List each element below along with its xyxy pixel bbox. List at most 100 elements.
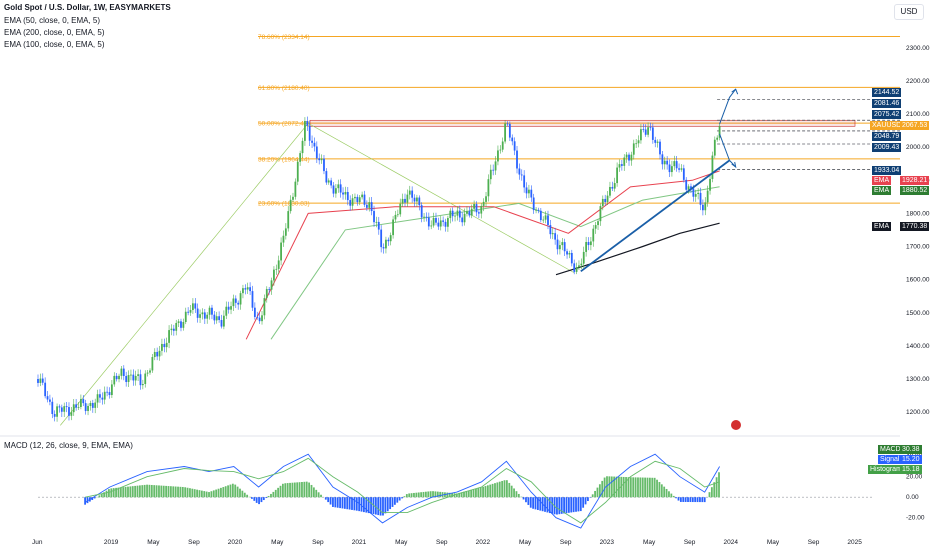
histogram-bar-negative bbox=[367, 497, 370, 514]
candle-down bbox=[477, 212, 480, 214]
candle-up bbox=[327, 180, 330, 183]
histogram-bar-positive bbox=[193, 489, 196, 498]
histogram-bar-positive bbox=[646, 477, 649, 498]
histogram-bar-positive bbox=[463, 491, 465, 498]
macd-series-name: Histogram bbox=[868, 465, 904, 474]
histogram-bar-negative bbox=[529, 497, 532, 508]
price-tag: 2048.79 bbox=[872, 132, 902, 141]
histogram-bar-positive bbox=[241, 490, 244, 498]
histogram-bar-negative bbox=[563, 497, 565, 514]
candle-up bbox=[304, 121, 306, 141]
histogram-bar-positive bbox=[651, 477, 654, 498]
y-tick-label: 1700.00 bbox=[906, 244, 930, 251]
histogram-bar-positive bbox=[637, 477, 639, 498]
candle-down bbox=[511, 137, 514, 142]
x-tick-label: 2020 bbox=[228, 539, 243, 546]
histogram-bar-negative bbox=[265, 497, 268, 499]
histogram-bar-positive bbox=[713, 482, 716, 498]
candle-down bbox=[323, 158, 325, 172]
candle-down bbox=[187, 311, 190, 313]
candle-up bbox=[706, 190, 709, 203]
histogram-bar-positive bbox=[236, 486, 239, 498]
x-tick-label: May bbox=[519, 539, 532, 546]
candle-up bbox=[501, 141, 504, 150]
candle-down bbox=[313, 142, 316, 147]
histogram-bar-positive bbox=[668, 491, 670, 498]
candle-up bbox=[153, 351, 156, 358]
candle-down bbox=[108, 392, 111, 396]
candle-up bbox=[170, 328, 173, 331]
candle-up bbox=[385, 239, 387, 249]
candle-up bbox=[280, 242, 282, 261]
histogram-bar-positive bbox=[303, 481, 306, 498]
candle-down bbox=[84, 403, 87, 412]
histogram-bar-positive bbox=[227, 485, 229, 498]
ema-legend-2: EMA (200, close, 0, EMA, 5) bbox=[4, 28, 105, 37]
candle-down bbox=[356, 196, 359, 203]
histogram-bar-positive bbox=[603, 477, 606, 498]
candle-up bbox=[206, 314, 209, 319]
candle-up bbox=[94, 402, 97, 408]
candle-down bbox=[51, 401, 54, 415]
candle-up bbox=[580, 263, 583, 266]
histogram-bar-negative bbox=[93, 497, 96, 499]
candle-down bbox=[115, 375, 118, 380]
ema-legend-3: EMA (100, close, 0, EMA, 5) bbox=[4, 40, 105, 49]
price-tag: 2075.42 bbox=[872, 110, 902, 119]
histogram-bar-positive bbox=[317, 492, 320, 498]
histogram-bar-positive bbox=[620, 476, 623, 498]
candle-up bbox=[146, 372, 149, 374]
histogram-bar-positive bbox=[127, 486, 129, 498]
candle-up bbox=[127, 375, 130, 382]
candle-up bbox=[137, 374, 139, 376]
event-flag-icon bbox=[731, 420, 741, 430]
histogram-bar-positive bbox=[663, 486, 666, 498]
histogram-bar-negative bbox=[687, 497, 689, 502]
candle-down bbox=[587, 242, 590, 246]
x-tick-label: Sep bbox=[560, 539, 572, 546]
candle-down bbox=[387, 239, 390, 242]
currency-button[interactable]: USD bbox=[894, 4, 924, 20]
histogram-bar-negative bbox=[534, 497, 537, 510]
histogram-bar-positive bbox=[708, 492, 711, 498]
candle-up bbox=[192, 303, 194, 310]
histogram-bar-positive bbox=[196, 489, 198, 498]
candle-up bbox=[161, 343, 163, 351]
ema100-line bbox=[270, 186, 720, 340]
candle-down bbox=[58, 406, 61, 408]
histogram-bar-positive bbox=[641, 477, 644, 498]
candle-down bbox=[566, 251, 568, 255]
candle-down bbox=[506, 123, 509, 125]
price-tag: EMA bbox=[872, 186, 892, 195]
candle-down bbox=[75, 404, 78, 408]
candle-down bbox=[122, 368, 125, 377]
histogram-bar-positive bbox=[427, 491, 430, 498]
candle-up bbox=[120, 368, 123, 376]
histogram-bar-positive bbox=[139, 485, 141, 498]
candle-up bbox=[261, 315, 263, 322]
candle-down bbox=[444, 221, 447, 227]
candle-down bbox=[370, 202, 373, 212]
histogram-bar-negative bbox=[377, 497, 380, 516]
histogram-bar-positive bbox=[274, 489, 277, 498]
candle-up bbox=[361, 194, 364, 198]
candle-up bbox=[79, 399, 82, 407]
histogram-bar-positive bbox=[298, 482, 301, 498]
candle-down bbox=[365, 204, 368, 208]
candle-up bbox=[294, 181, 297, 197]
histogram-bar-positive bbox=[470, 489, 473, 498]
candle-down bbox=[437, 222, 440, 227]
histogram-bar-negative bbox=[251, 497, 253, 499]
candle-down bbox=[556, 239, 559, 250]
histogram-bar-positive bbox=[424, 491, 427, 498]
histogram-bar-positive bbox=[203, 491, 206, 498]
histogram-bar-positive bbox=[629, 477, 632, 498]
candle-up bbox=[282, 235, 285, 243]
histogram-bar-positive bbox=[122, 487, 125, 498]
histogram-bar-negative bbox=[84, 497, 86, 505]
x-tick-label: May bbox=[147, 539, 160, 546]
histogram-bar-negative bbox=[689, 497, 692, 503]
price-tag: XAUUSD bbox=[870, 121, 904, 130]
histogram-bar-positive bbox=[243, 492, 246, 498]
x-tick-label: Jun bbox=[32, 539, 43, 546]
